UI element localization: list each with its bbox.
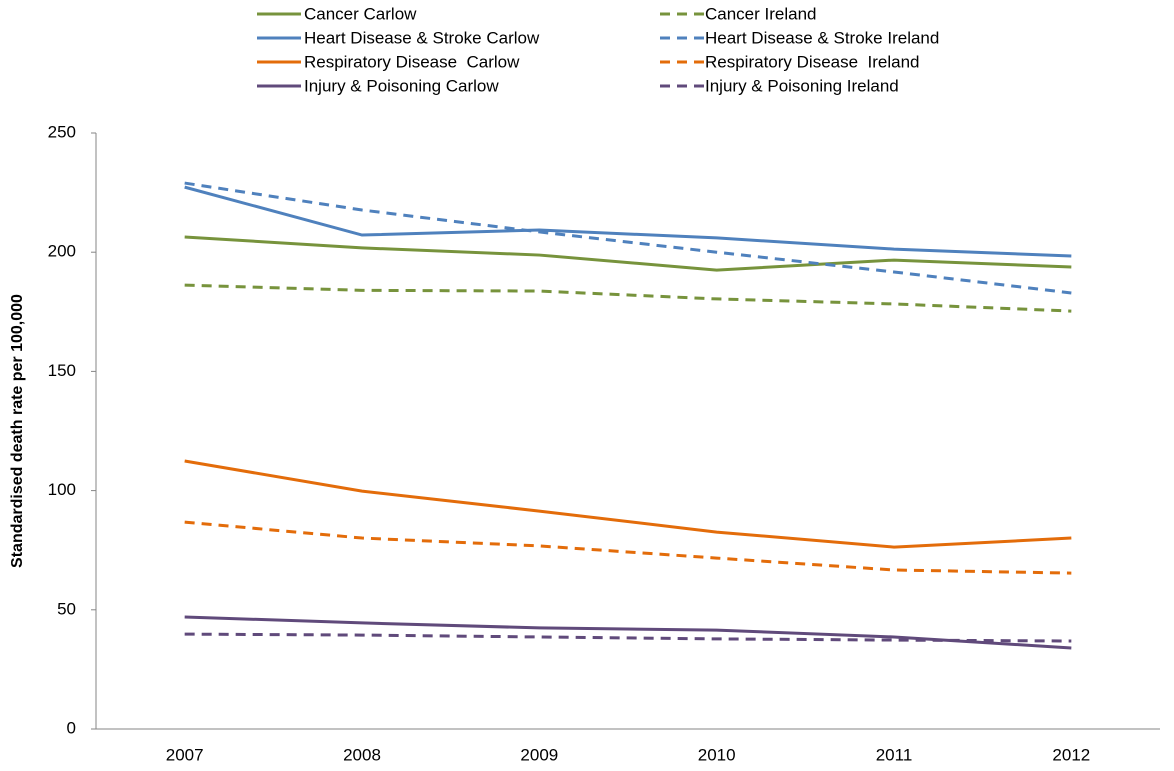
y-tick-label: 100: [48, 480, 76, 499]
series-line: [184, 235, 1072, 272]
y-tick-label: 0: [67, 718, 76, 737]
y-tick-label: 200: [48, 242, 76, 261]
legend-label: Cancer Ireland: [705, 4, 817, 23]
legend-label: Injury & Poisoning Ireland: [705, 76, 899, 95]
series-line: [184, 181, 1072, 295]
x-tick-label: 2010: [698, 745, 736, 764]
y-axis-label: Standardised death rate per 100,000: [9, 294, 26, 568]
y-tick-label: 50: [57, 599, 76, 618]
series-line: [184, 185, 1072, 258]
x-tick-label: 2008: [343, 745, 381, 764]
legend-label: Heart Disease & Stroke Ireland: [705, 28, 939, 47]
y-tick-label: 150: [48, 361, 76, 380]
series-line: [184, 520, 1072, 575]
x-tick-label: 2012: [1052, 745, 1090, 764]
legend-label: Respiratory Disease Carlow: [304, 52, 520, 71]
series-line: [184, 615, 1072, 650]
y-tick-label: 250: [48, 122, 76, 141]
series-line: [184, 632, 1072, 643]
legend-label: Injury & Poisoning Carlow: [304, 76, 499, 95]
series-line: [184, 459, 1072, 549]
series-line: [184, 283, 1072, 313]
legend-label: Respiratory Disease Ireland: [705, 52, 919, 71]
legend-label: Cancer Carlow: [304, 4, 417, 23]
legend-label: Heart Disease & Stroke Carlow: [304, 28, 540, 47]
x-tick-label: 2009: [520, 745, 558, 764]
x-tick-label: 2007: [166, 745, 204, 764]
x-tick-label: 2011: [876, 745, 913, 764]
